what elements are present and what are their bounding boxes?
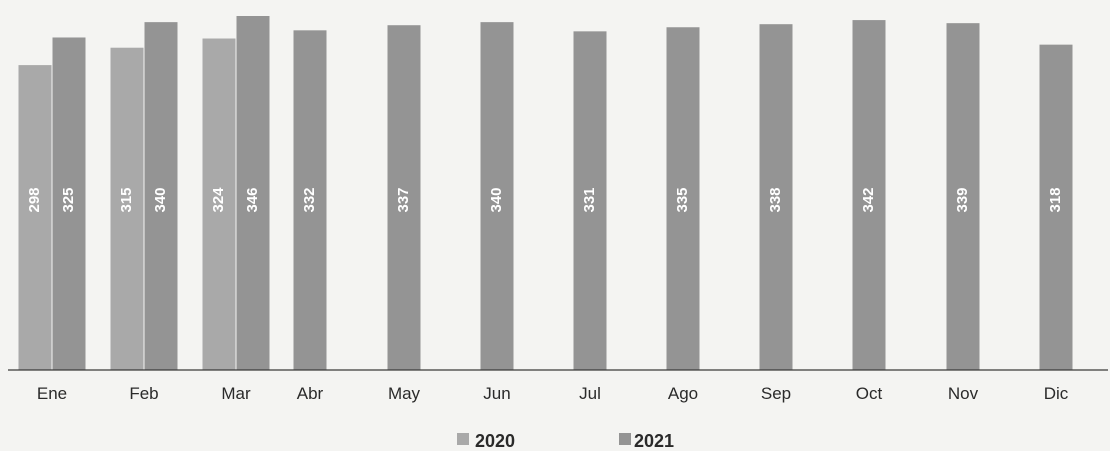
bar-2020-feb (110, 47, 144, 370)
data-label-2021-mar: 346 (244, 187, 261, 212)
bar-2020-ene (18, 65, 52, 370)
data-label-2021-jul: 331 (581, 187, 598, 212)
data-label-2021-feb: 340 (152, 187, 169, 212)
legend: 2020 2021 (457, 431, 674, 451)
legend-swatch-2021 (619, 433, 631, 445)
x-tick-label-may: May (388, 384, 421, 403)
x-axis-ticks: Ene Feb Mar Abr May Jun Jul Ago Sep Oct Nov Dic (37, 384, 1069, 403)
bar-2020-mar (202, 38, 236, 371)
data-label-2021-sep: 338 (767, 187, 784, 212)
legend-swatch-2020 (457, 433, 469, 445)
bar-2021-may (387, 25, 421, 370)
x-tick-label-sep: Sep (761, 384, 791, 403)
data-label-2020-feb: 315 (118, 187, 135, 212)
data-label-2021-dic: 318 (1047, 187, 1064, 212)
bar-2021-ene (52, 37, 86, 371)
bar-2021-nov (946, 23, 980, 370)
bar-2021-abr (293, 30, 327, 370)
x-tick-label-ago: Ago (668, 384, 698, 403)
bars-layer: 298 325 315 340 324 346 332 337 340 331 335 338 342 3… (18, 16, 1073, 371)
x-tick-label-ene: Ene (37, 384, 67, 403)
bar-2021-sep (759, 24, 793, 371)
x-tick-label-abr: Abr (297, 384, 324, 403)
x-tick-label-dic: Dic (1044, 384, 1069, 403)
data-label-2021-ene: 325 (60, 187, 77, 212)
bar-2021-jun (480, 22, 514, 370)
data-label-2021-may: 337 (395, 187, 412, 212)
x-tick-label-nov: Nov (948, 384, 979, 403)
x-tick-label-jun: Jun (483, 384, 510, 403)
data-label-2021-jun: 340 (488, 187, 505, 212)
data-label-2020-ene: 298 (26, 187, 43, 212)
bar-2021-jul (573, 31, 607, 370)
data-label-2021-abr: 332 (301, 187, 318, 212)
bar-2021-feb (144, 22, 178, 370)
x-tick-label-oct: Oct (856, 384, 883, 403)
x-tick-label-jul: Jul (579, 384, 601, 403)
x-tick-label-mar: Mar (221, 384, 251, 403)
legend-label-2020: 2020 (475, 431, 515, 451)
data-label-2021-nov: 339 (954, 187, 971, 212)
data-label-2021-oct: 342 (860, 187, 877, 212)
bar-2021-ago (666, 27, 700, 371)
bar-2021-oct (852, 20, 886, 370)
data-label-2021-ago: 335 (674, 187, 691, 212)
data-label-2020-mar: 324 (210, 187, 227, 213)
legend-label-2021: 2021 (634, 431, 674, 451)
x-tick-label-feb: Feb (129, 384, 158, 403)
bar-2021-dic (1039, 44, 1073, 370)
bar-2021-mar (236, 16, 270, 370)
